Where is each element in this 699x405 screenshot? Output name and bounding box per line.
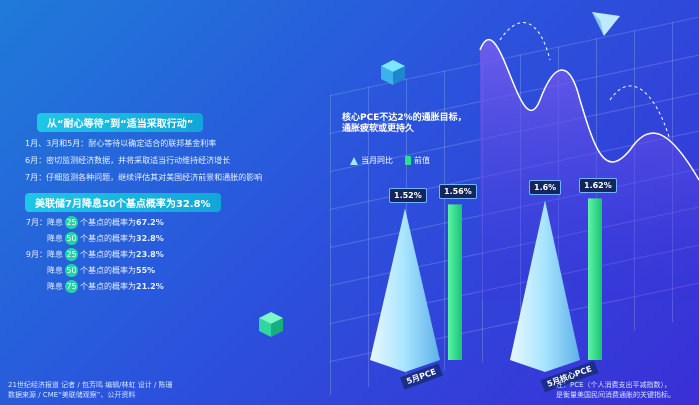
bar-prev [588, 198, 602, 360]
rate-pct: 21.2% [136, 282, 164, 291]
note-1: 1月、3月和5月：耐心等待以确定适合的联邦基金利率 [25, 139, 217, 148]
legend-prev: 前值 [405, 155, 430, 166]
rate-pct: 32.8% [136, 234, 164, 243]
pce-chart [370, 198, 602, 372]
value-label-actual: 1.6% [529, 180, 562, 196]
legend-actual: 当月同比 [350, 155, 393, 166]
rate-row: 降息 75 个基点的概率为 21.2% [25, 280, 325, 293]
left-panel: 从“耐心等待”到“适当采取行动” 1月、3月和5月：耐心等待以确定适合的联邦基金… [25, 113, 325, 293]
rate-post: 个基点的概率为 [80, 250, 136, 259]
chart-title-line-2: 通胀疲软或更持久 [342, 124, 415, 134]
rate-pct: 67.2% [136, 218, 164, 227]
bar-icon [405, 156, 411, 165]
pyramid-decoration [592, 12, 620, 36]
rate-pre: 降息 [47, 234, 63, 243]
rate-bp-badge: 25 [65, 216, 78, 229]
cube-decoration [381, 60, 405, 85]
rate-row: 9月： 降息 25 个基点的概率为 23.8% [25, 248, 325, 261]
footnote-line-1: 注：PCE（个人消费支出平减指数）， [556, 381, 672, 389]
credits: 21世纪经济报道 记者 / 包芳鸣 编辑/林虹 设计 / 陈珊 数据来源 / C… [8, 380, 173, 400]
footnote: 注：PCE（个人消费支出平减指数）， 是衡量美国民间消费通胀的关键指标。 [556, 380, 691, 400]
note-2: 6月：密切监测经济数据，并将采取适当行动维持经济增长 [25, 156, 231, 165]
rate-bp-badge: 25 [65, 248, 78, 261]
value-label-actual: 1.52% [389, 188, 427, 204]
rate-row: 降息 50 个基点的概率为 32.8% [25, 232, 325, 245]
chart-legend: 当月同比 前值 [350, 155, 430, 166]
rate-bp-badge: 50 [65, 232, 78, 245]
section1-title: 从“耐心等待”到“适当采取行动” [37, 113, 204, 132]
rate-month: 9月： [25, 250, 47, 259]
note-3: 7月：仔细监测各种问题，继续评估其对美国经济前景和通胀的影响 [25, 173, 263, 182]
rate-post: 个基点的概率为 [80, 234, 136, 243]
chart-title: 核心PCE不达2%的通胀目标， 通胀疲软或更持久 [342, 113, 502, 135]
credits-line-2: 数据来源 / CME“美联储观察”、公开资料 [8, 391, 136, 399]
triangle-icon [350, 156, 358, 165]
legend-actual-label: 当月同比 [361, 156, 393, 165]
section2-title: 美联储7月降息50个基点概率为32.8% [25, 193, 221, 212]
rate-pre: 降息 [47, 218, 63, 227]
rate-month: 7月： [25, 218, 47, 227]
chart-title-line-1: 核心PCE不达2%的通胀目标， [342, 113, 467, 123]
pyramid-bar-actual [510, 200, 580, 372]
rate-pre: 降息 [47, 266, 63, 275]
value-label-prev: 1.56% [439, 184, 477, 200]
rate-row: 7月： 降息 25 个基点的概率为 67.2% [25, 216, 325, 229]
footnote-line-2: 是衡量美国民间消费通胀的关键指标。 [556, 391, 675, 399]
rate-row: 降息 50 个基点的概率为 55% [25, 264, 325, 277]
wave-decoration [479, 22, 699, 300]
rate-pct: 55% [136, 266, 156, 275]
credits-line-1: 21世纪经济报道 记者 / 包芳鸣 编辑/林虹 设计 / 陈珊 [8, 381, 173, 389]
value-label-prev: 1.62% [579, 178, 617, 194]
rate-post: 个基点的概率为 [80, 282, 136, 291]
rate-list: 7月： 降息 25 个基点的概率为 67.2% 降息 50 个基点的概率为 32… [25, 216, 325, 293]
bar-prev [448, 204, 462, 360]
rate-post: 个基点的概率为 [80, 218, 136, 227]
rate-post: 个基点的概率为 [80, 266, 136, 275]
rate-pre: 降息 [47, 282, 63, 291]
pyramid-bar-actual [370, 208, 440, 372]
rate-pct: 23.8% [136, 250, 164, 259]
rate-pre: 降息 [47, 250, 63, 259]
rate-bp-badge: 75 [65, 280, 78, 293]
cube-decoration-2 [259, 312, 283, 337]
legend-prev-label: 前值 [414, 156, 430, 165]
rate-bp-badge: 50 [65, 264, 78, 277]
